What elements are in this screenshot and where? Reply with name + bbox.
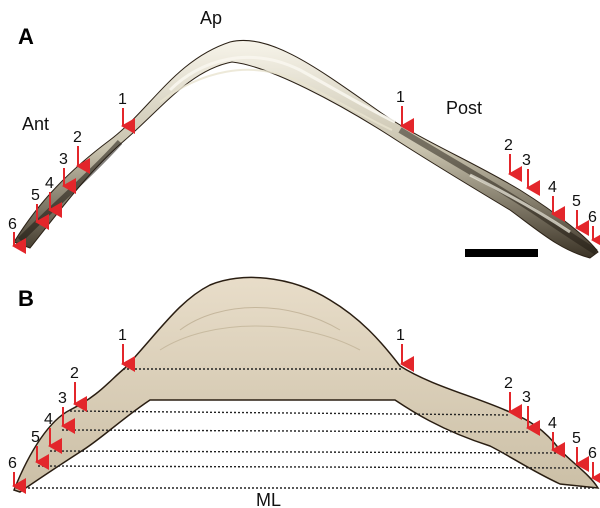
marker-label: 4 — [44, 411, 53, 428]
marker-label: 2 — [73, 129, 82, 146]
marker-label: 6 — [588, 445, 597, 462]
marker-label: 4 — [45, 175, 54, 192]
label-ap: Ap — [200, 8, 222, 28]
marker-label: 1 — [396, 89, 405, 106]
marker-label: 3 — [58, 390, 67, 407]
panel-b-letter: B — [18, 286, 34, 311]
marker-label: 5 — [31, 429, 40, 446]
label-post: Post — [446, 98, 482, 118]
marker-label: 6 — [8, 455, 17, 472]
marker-label: 1 — [396, 327, 405, 344]
marker-label: 4 — [548, 415, 557, 432]
marker-label: 5 — [572, 193, 581, 210]
panel-a-letter: A — [18, 24, 34, 49]
label-ml: ML — [256, 490, 281, 508]
marker-label: 2 — [504, 137, 513, 154]
marker-label: 6 — [8, 216, 17, 233]
panel-a-left-markers: 1 2 3 4 5 6 — [8, 91, 135, 254]
marker-label: 2 — [504, 375, 513, 392]
label-ant: Ant — [22, 114, 49, 134]
panel-a-right-markers: 1 2 3 4 5 6 — [396, 89, 600, 248]
marker-label: 1 — [118, 91, 127, 108]
guide-line-5 — [37, 465, 579, 469]
marker-label: 3 — [522, 152, 531, 169]
guide-line-2 — [69, 410, 511, 416]
marker-label: 6 — [588, 209, 597, 226]
marker-label: 2 — [70, 365, 79, 382]
marker-label: 1 — [118, 327, 127, 344]
panel-b-left-markers: 1 2 3 4 5 6 — [8, 327, 135, 494]
guide-line-4 — [49, 450, 557, 454]
marker-label: 5 — [31, 187, 40, 204]
panel-b-right-markers: 1 2 3 4 5 6 — [396, 327, 600, 486]
marker-label: 4 — [548, 179, 557, 196]
marker-label: 3 — [522, 389, 531, 406]
marker-label: 5 — [572, 430, 581, 447]
dotted-guide-lines — [16, 368, 594, 489]
marker-label: 3 — [59, 151, 68, 168]
scale-bar — [465, 249, 538, 257]
